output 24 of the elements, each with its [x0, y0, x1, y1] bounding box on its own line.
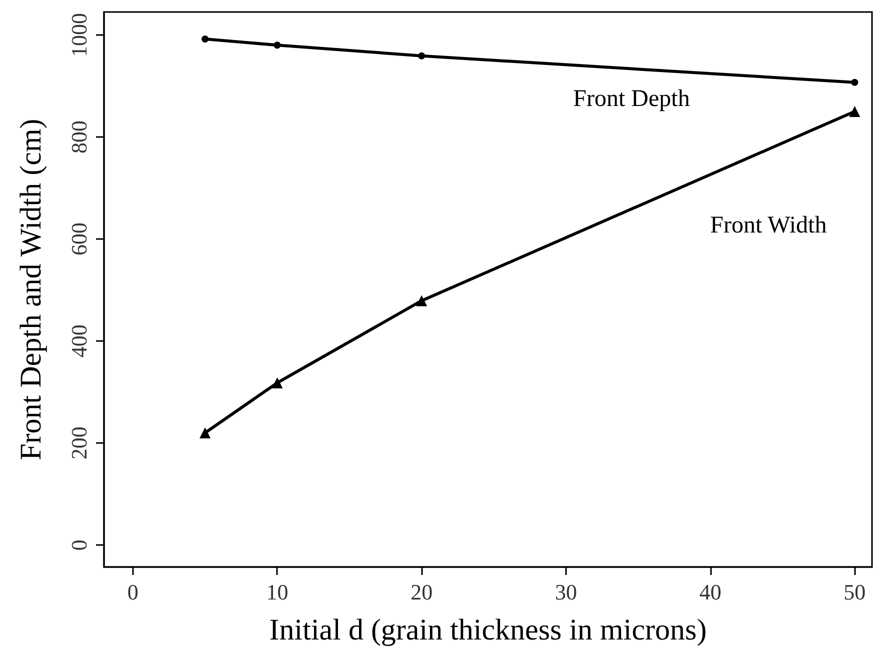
series-label: Front Depth: [573, 86, 690, 112]
y-tick-label: 1000: [66, 12, 92, 57]
x-tick-label: 20: [410, 580, 433, 604]
x-tick-label: 50: [844, 580, 866, 604]
point: [849, 106, 860, 117]
x-tick-label: 0: [127, 580, 138, 604]
series-label: Front Width: [710, 212, 827, 238]
y-axis-title: Front Depth and Width (cm): [14, 118, 48, 460]
y-tick-label: 400: [66, 324, 92, 358]
point: [274, 42, 281, 49]
y-tick-label: 200: [66, 426, 92, 460]
x-tick-label: 30: [554, 580, 577, 604]
x-tick-label: 10: [266, 580, 288, 604]
point: [851, 78, 858, 86]
point: [416, 295, 428, 306]
point: [272, 377, 283, 388]
point: [200, 427, 211, 438]
y-tick-label: 800: [66, 120, 92, 154]
y-tick-label: 600: [66, 222, 92, 256]
y-tick-label: 0: [66, 540, 92, 551]
x-tick-label: 40: [699, 580, 722, 604]
point: [418, 52, 426, 60]
x-axis-title: Initial d (grain thickness in microns): [269, 614, 707, 646]
point: [202, 36, 209, 43]
